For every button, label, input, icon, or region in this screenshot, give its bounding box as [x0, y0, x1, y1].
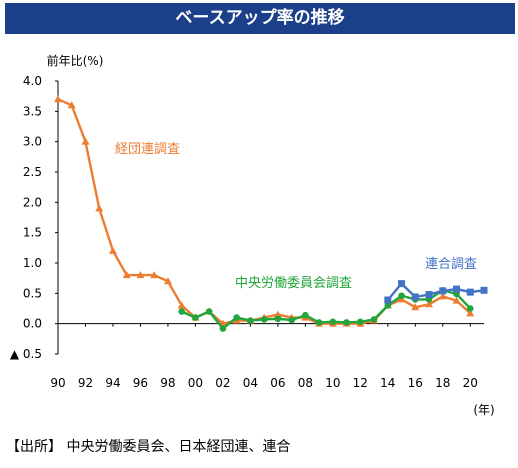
x-tick-label: 08 [298, 376, 313, 390]
y-tick-label: 3.0 [23, 135, 42, 149]
x-tick-label: 90 [50, 376, 65, 390]
data-point [452, 296, 461, 304]
data-point [95, 204, 104, 212]
data-point [398, 280, 406, 288]
x-tick-label: 14 [380, 376, 395, 390]
data-point [273, 310, 282, 318]
data-point [274, 315, 282, 323]
series-label-3: 連合調査 [425, 257, 477, 272]
data-point [302, 311, 309, 319]
data-point [288, 316, 295, 324]
data-point [122, 271, 131, 279]
data-point [178, 308, 185, 315]
x-tick-label: 92 [78, 376, 93, 390]
data-point [136, 271, 145, 279]
chart-title: ベースアップ率の推移 [5, 3, 515, 34]
x-tick-label: 96 [133, 376, 148, 390]
x-tick-label: 10 [325, 376, 340, 390]
series-label-1: 経団連調査 [115, 142, 180, 157]
data-point [411, 303, 420, 311]
data-point [343, 319, 350, 326]
data-point [177, 301, 186, 309]
x-tick-label: 16 [408, 376, 423, 390]
x-tick-label: 06 [270, 376, 285, 390]
data-point [192, 314, 199, 321]
x-tick-label: 04 [243, 376, 258, 390]
y-tick-label: 4.0 [23, 74, 42, 88]
y-tick-label: 0.0 [23, 317, 42, 331]
x-tick-label: 94 [105, 376, 120, 390]
data-point [163, 277, 172, 285]
y-tick-label: ▲ 0.5 [10, 347, 42, 361]
source-note: 【出所】 中央労働委員会、日本経団連、連合 [6, 439, 291, 455]
chart-series-layer [54, 95, 488, 332]
x-tick-label: 20 [463, 376, 478, 390]
data-point [439, 287, 447, 295]
data-point [425, 300, 434, 308]
x-tick-label: 98 [160, 376, 175, 390]
series-line-2 [181, 289, 472, 330]
y-tick-label: 1.5 [23, 226, 42, 240]
x-axis-label: (年) [473, 403, 494, 417]
x-tick-label: 02 [215, 376, 230, 390]
data-point [260, 316, 268, 323]
data-point [329, 318, 337, 326]
data-point [398, 292, 405, 300]
data-point [438, 292, 447, 300]
data-point [233, 314, 240, 321]
data-point [205, 308, 213, 315]
data-point [370, 316, 378, 323]
data-point [466, 288, 474, 296]
data-point [108, 246, 117, 254]
data-point [384, 302, 392, 309]
x-tick-label: 12 [353, 376, 368, 390]
y-tick-label: 3.5 [23, 104, 42, 118]
data-point [54, 95, 62, 103]
data-point [480, 286, 488, 294]
data-point [466, 309, 475, 317]
chart-axes: 4.0 3.5 3.0 2.5 2.0 1.5 1.0 0.5 0.0 ▲ 0.5 90 92 94 96… [10, 74, 484, 390]
data-point [67, 101, 76, 109]
y-axis-label: 前年比(%) [47, 53, 104, 68]
data-point [150, 271, 159, 279]
data-point [411, 293, 419, 301]
data-point [453, 285, 461, 293]
data-point [384, 296, 392, 304]
y-tick-label: 2.5 [23, 165, 42, 179]
x-tick-label: 18 [435, 376, 450, 390]
x-tick-label: 00 [188, 376, 203, 390]
data-point [81, 137, 90, 145]
data-point [219, 325, 227, 332]
data-point [357, 318, 364, 326]
data-point [315, 319, 323, 326]
y-tick-label: 0.5 [23, 286, 42, 300]
data-point [247, 317, 254, 324]
series-label-2: 中央労働委員会調査 [235, 276, 352, 291]
y-tick-label: 2.0 [23, 195, 42, 209]
data-point [466, 305, 474, 312]
data-point [425, 291, 433, 299]
y-tick-label: 1.0 [23, 256, 42, 270]
